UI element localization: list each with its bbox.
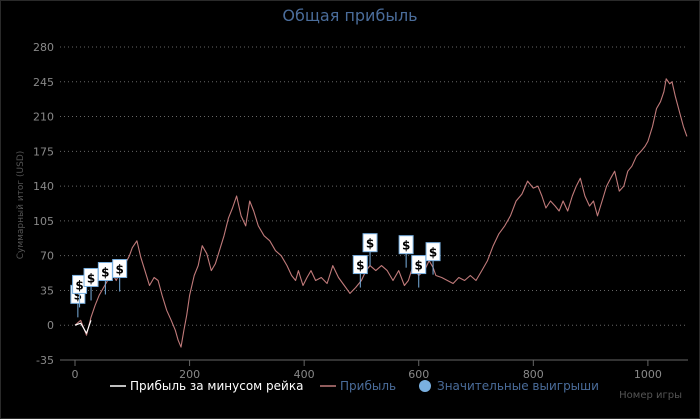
x-tick-label: 600 (408, 368, 429, 381)
x-tick-label: 0 (72, 368, 79, 381)
y-axis-ticks: -35 0 35 70 105 140 175 210 245 280 (33, 41, 54, 367)
win-flag-label: $ (101, 266, 109, 280)
x-tick-label: 800 (523, 368, 544, 381)
significant-win-flag[interactable]: $ (352, 255, 368, 288)
y-tick-label: 0 (47, 319, 54, 332)
legend-label-wins: Значительные выигрыши (437, 379, 599, 393)
series-group (74, 78, 688, 348)
legend-item-wins[interactable]: Значительные выигрыши (419, 379, 599, 393)
significant-win-flag[interactable]: $ (83, 267, 99, 301)
chart-title: Общая прибыль (282, 6, 418, 25)
win-flag-label: $ (356, 259, 364, 273)
win-flag-label: $ (402, 239, 410, 253)
win-flag-label: $ (116, 263, 124, 277)
legend-item-net[interactable]: Прибыль за минусом рейка (110, 379, 303, 393)
legend-swatch-wins (419, 380, 431, 392)
y-tick-label: 245 (33, 76, 54, 89)
y-axis-label: Суммарный итог (USD) (16, 151, 26, 260)
legend-item-profit[interactable]: Прибыль (320, 379, 396, 393)
y-tick-label: 35 (40, 284, 54, 297)
significant-wins-group: $$ $ $ $ $$ $$$ (70, 233, 441, 318)
win-flag-label: $ (429, 246, 437, 260)
win-flag-label: $ (87, 271, 95, 285)
x-tick-label: 200 (179, 368, 200, 381)
significant-win-flag[interactable]: $ (425, 242, 441, 275)
significant-win-flag[interactable]: $ (411, 255, 427, 288)
win-flag-label: $ (366, 237, 374, 251)
y-tick-label: 140 (33, 180, 54, 193)
x-tick-label: 400 (294, 368, 315, 381)
y-tick-label: 70 (40, 250, 54, 263)
win-flag-label: $ (74, 288, 82, 302)
legend-label-profit: Прибыль (340, 379, 396, 393)
y-tick-label: 210 (33, 111, 54, 124)
significant-win-flag[interactable]: $ (362, 233, 378, 266)
significant-win-flag[interactable]: $ (112, 259, 128, 292)
legend-label-net: Прибыль за минусом рейка (130, 379, 303, 393)
win-flag-label: $ (75, 278, 83, 292)
y-tick-label: 280 (33, 41, 54, 54)
legend: Прибыль за минусом рейка Прибыль Значите… (110, 379, 599, 393)
y-tick-label: 175 (33, 145, 54, 158)
significant-win-flag[interactable]: $ (72, 274, 88, 308)
series-line-0 (74, 78, 688, 348)
x-axis-ticks: 0 200 400 600 800 1000 (72, 360, 662, 381)
y-tick-label: -35 (36, 354, 54, 367)
significant-win-flag[interactable]: $ (97, 262, 113, 295)
significant-win-flag[interactable]: $ (398, 235, 414, 268)
x-axis-label: Номер игры (619, 390, 682, 401)
x-tick-label: 1000 (634, 368, 662, 381)
y-tick-label: 105 (33, 215, 54, 228)
series-line-1 (74, 320, 92, 334)
win-flag-label: $ (415, 259, 423, 273)
